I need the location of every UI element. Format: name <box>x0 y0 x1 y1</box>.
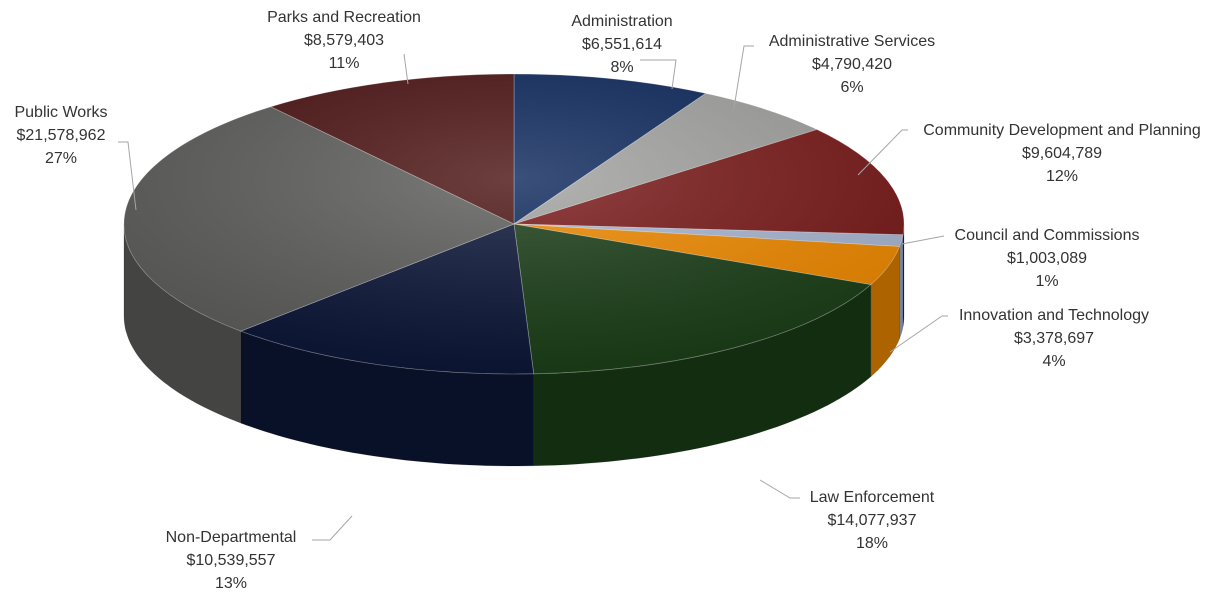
label-percent-law-enforcement: 18% <box>856 535 888 552</box>
label-value-public-works: $21,578,962 <box>17 127 106 144</box>
leader-line-law-enforcement <box>759 479 800 499</box>
leader-line-non-departmental <box>312 515 353 541</box>
leader-line-administration <box>640 59 677 90</box>
label-value-administration: $6,551,614 <box>582 36 662 53</box>
leader-line-council-and-commissions <box>901 235 945 245</box>
label-value-administrative-services: $4,790,420 <box>812 56 892 73</box>
label-percent-non-departmental: 13% <box>215 575 247 592</box>
label-name-law-enforcement: Law Enforcement <box>810 489 935 506</box>
leader-line-administrative-services <box>733 45 754 109</box>
leader-line-public-works <box>118 141 137 211</box>
label-percent-parks-and-recreation: 11% <box>329 55 360 72</box>
label-name-council-and-commissions: Council and Commissions <box>955 227 1140 244</box>
label-value-innovation-and-technology: $3,378,697 <box>1014 330 1094 347</box>
label-percent-public-works: 27% <box>45 150 77 167</box>
label-name-parks-and-recreation: Parks and Recreation <box>267 9 421 26</box>
label-value-parks-and-recreation: $8,579,403 <box>304 32 384 49</box>
label-percent-community-development-and-planning: 12% <box>1046 168 1078 185</box>
label-name-administrative-services: Administrative Services <box>769 33 935 50</box>
label-percent-administration: 8% <box>610 59 633 76</box>
label-percent-council-and-commissions: 1% <box>1035 273 1058 290</box>
label-name-non-departmental: Non-Departmental <box>166 529 297 546</box>
label-percent-administrative-services: 6% <box>840 79 863 96</box>
label-name-public-works: Public Works <box>14 104 107 121</box>
leader-line-community-development-and-planning <box>857 129 908 176</box>
pie-side-council-and-commissions <box>899 234 904 339</box>
label-percent-innovation-and-technology: 4% <box>1042 353 1065 370</box>
leader-line-innovation-and-technology <box>889 315 948 353</box>
label-name-administration: Administration <box>571 13 672 30</box>
label-value-council-and-commissions: $1,003,089 <box>1007 250 1087 267</box>
leader-line-parks-and-recreation <box>403 53 409 85</box>
label-value-law-enforcement: $14,077,937 <box>828 512 917 529</box>
label-name-community-development-and-planning: Community Development and Planning <box>923 122 1200 139</box>
label-value-community-development-and-planning: $9,604,789 <box>1022 145 1102 162</box>
label-value-non-departmental: $10,539,557 <box>187 552 276 569</box>
label-name-innovation-and-technology: Innovation and Technology <box>959 307 1149 324</box>
